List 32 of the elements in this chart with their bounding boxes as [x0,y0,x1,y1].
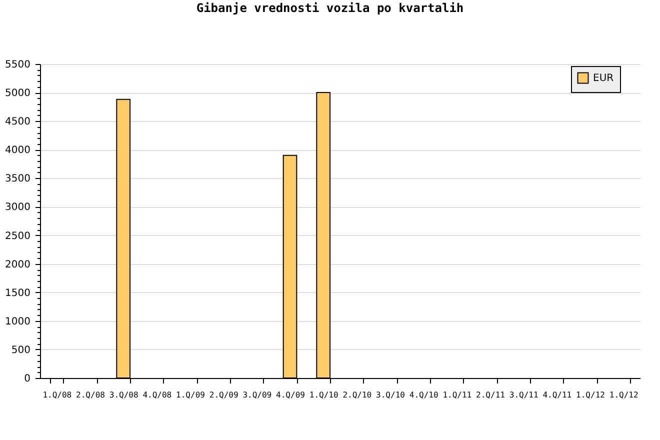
x-tick-label: 1.Q/11 [442,390,472,400]
x-tick-label: 3.Q/08 [109,390,138,400]
x-tick-label: 4.Q/08 [142,390,172,400]
x-tick-label: 1.Q/09 [176,390,206,400]
x-tick-label: 1.Q/12 [609,390,638,400]
x-tick-label: 1.Q/12 [576,390,606,400]
y-tick-label: 3500 [5,174,30,185]
x-tick-label: 2.Q/09 [209,390,238,400]
x-tick-label: 4.Q/10 [409,390,438,400]
y-tick-label: 2500 [5,230,30,242]
x-tick-label: 3.Q/11 [509,390,538,400]
y-tick-label: 500 [11,344,30,356]
chart-title: Gibanje vrednosti vozila po kvartalih [196,1,464,15]
y-tick-label: 5000 [5,88,30,100]
y-tick-label: 1000 [5,316,30,328]
x-tick-label: 3.Q/09 [242,390,272,400]
legend-label: EUR [593,73,614,84]
x-tick-label: 4.Q/11 [542,390,572,400]
x-tick-label: 4.Q/09 [276,390,306,400]
y-tick-label: 2000 [5,259,30,270]
y-tick-label: 5500 [5,60,30,70]
x-tick-label: 2.Q/10 [342,390,372,400]
y-tick-label: 1500 [5,288,30,299]
x-tick-label: 2.Q/08 [76,390,106,400]
x-tick-label: 1.Q/08 [42,390,72,400]
y-tick-label: 4500 [5,116,30,128]
x-tick-label: 2.Q/11 [476,390,506,400]
y-tick-label: 0 [24,374,30,384]
y-tick-label: 4000 [5,145,30,156]
x-tick-label: 3.Q/10 [376,390,406,400]
y-tick-label: 3000 [5,202,30,214]
x-tick-label: 1.Q/10 [309,390,338,400]
